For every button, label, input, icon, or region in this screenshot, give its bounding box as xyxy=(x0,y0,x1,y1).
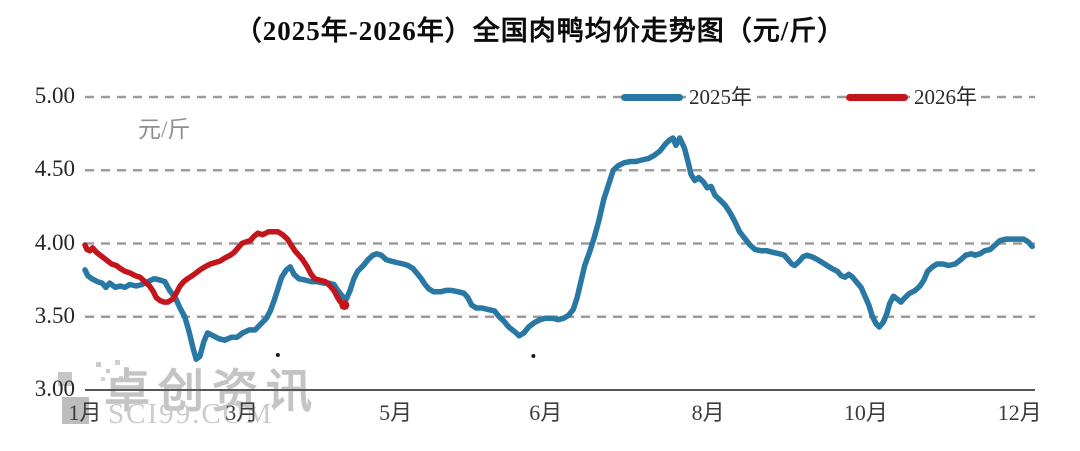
x-tick-label: 1月 xyxy=(68,400,102,425)
y-tick-label: 3.50 xyxy=(34,302,75,328)
legend-swatch-2026 xyxy=(846,93,908,101)
x-tick-label: 8月 xyxy=(691,400,725,425)
y-tick-label: 5.00 xyxy=(34,83,75,108)
y-axis-unit-label: 元/斤 xyxy=(138,117,191,142)
y-tick-label: 4.00 xyxy=(34,229,75,255)
artifact-dot xyxy=(531,354,536,358)
x-tick-label: 6月 xyxy=(529,400,563,425)
legend-label-2025: 2025年 xyxy=(686,84,755,110)
x-tick-label: 12月 xyxy=(997,400,1042,425)
x-tick-label: 10月 xyxy=(843,400,888,425)
series-line-2026年 xyxy=(82,229,348,308)
legend: 2025年 xyxy=(621,84,755,110)
x-tick-label: 5月 xyxy=(379,400,413,425)
legend-label-2026: 2026年 xyxy=(911,84,980,110)
series-end-marker-2026年 xyxy=(339,300,350,311)
artifact-dot xyxy=(275,353,280,357)
legend: 2026年 xyxy=(846,84,980,110)
chart-title: （2025年-2026年）全国肉鸭均价走势图（元/斤） xyxy=(234,16,846,46)
legend-swatch-2025 xyxy=(621,93,683,101)
x-tick-label: 3月 xyxy=(225,400,259,425)
y-tick-label: 4.50 xyxy=(34,156,75,182)
series-line-2025年 xyxy=(82,135,1035,362)
